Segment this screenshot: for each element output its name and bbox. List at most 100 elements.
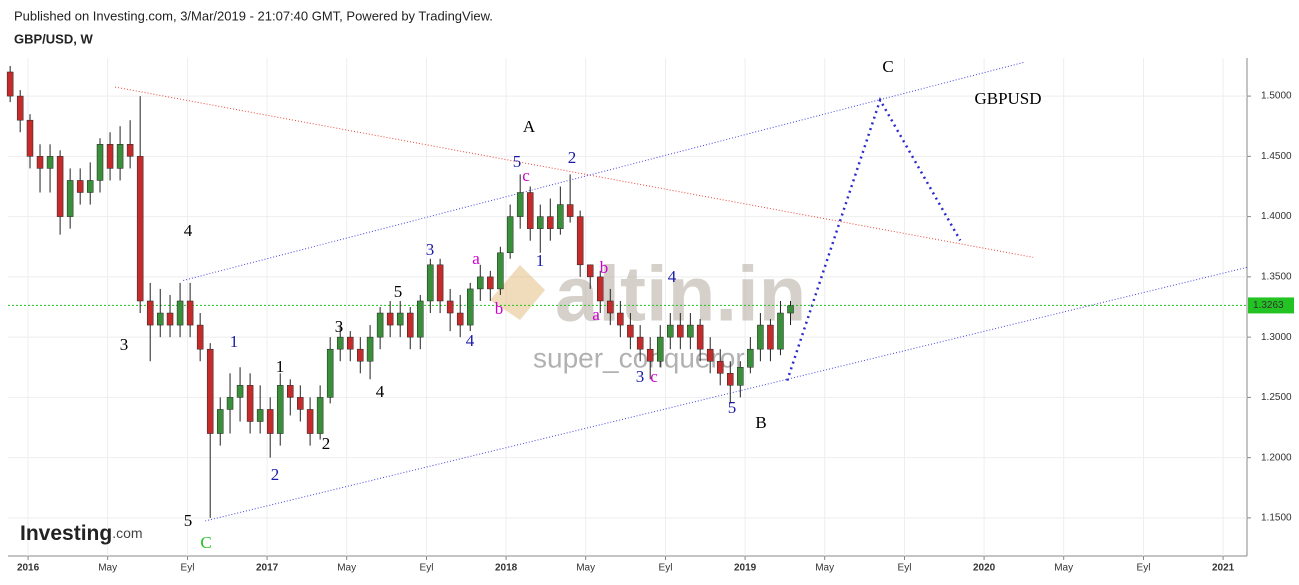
candle-body — [136, 156, 144, 302]
wave-label: 3 — [335, 317, 344, 336]
wave-label: GBPUSD — [974, 89, 1041, 108]
candle-body — [16, 95, 24, 121]
candle-body — [427, 264, 434, 302]
y-tick-label: 1.2500 — [1261, 392, 1292, 403]
candle-body — [6, 71, 14, 97]
candle-body — [656, 336, 664, 362]
candle-body — [516, 192, 524, 217]
last-price-box — [1248, 297, 1294, 314]
candle-body — [166, 312, 174, 326]
candle-body — [206, 348, 214, 434]
candle-body — [757, 324, 764, 350]
y-tick-label: 1.3000 — [1261, 332, 1292, 343]
candle-body — [537, 216, 544, 229]
candle-body — [366, 336, 374, 362]
candle-body — [787, 305, 794, 314]
trend-line — [114, 86, 1034, 258]
candle-body — [176, 300, 184, 326]
x-tick-label: Eyl — [181, 563, 195, 574]
candle-body — [777, 312, 784, 350]
wave-label: 5 — [394, 282, 403, 301]
candle-body — [636, 336, 644, 350]
candle-body — [36, 156, 44, 169]
candle-body — [497, 252, 504, 290]
candle-body — [236, 385, 244, 398]
trend-line — [183, 61, 1026, 281]
candle-body — [696, 324, 704, 350]
candle-body — [586, 264, 594, 278]
x-tick-label: Eyl — [659, 563, 673, 574]
x-tick-label: 2018 — [495, 563, 518, 574]
wave-label: b — [600, 258, 609, 277]
candle-body — [106, 144, 114, 169]
candle-body — [687, 324, 694, 338]
candle-body — [456, 312, 464, 326]
candle-body — [347, 336, 354, 350]
candle-body — [256, 409, 264, 422]
candle-body — [617, 312, 624, 326]
wave-label: 4 — [376, 382, 385, 401]
wave-label: B — [755, 413, 766, 432]
x-tick-label: May — [337, 563, 356, 574]
y-tick-label: 1.1500 — [1261, 513, 1292, 524]
x-tick-label: May — [815, 563, 834, 574]
wave-label: 2 — [271, 465, 280, 484]
candle-body — [126, 144, 134, 157]
candle-body — [466, 288, 474, 326]
wave-label: 4 — [184, 221, 193, 240]
candle-body — [576, 216, 584, 266]
wave-label: 5 — [513, 152, 522, 171]
candle-body — [547, 216, 554, 229]
wave-label: b — [495, 299, 504, 318]
wave-label: 3 — [426, 240, 435, 259]
candle-body — [357, 348, 364, 362]
wave-label: 5 — [184, 511, 193, 530]
x-tick-label: May — [98, 563, 117, 574]
wave-label: 4 — [668, 267, 677, 286]
candle-body — [767, 324, 774, 350]
candle-body — [96, 144, 104, 181]
wave-label: 2 — [568, 148, 577, 167]
candle-body — [406, 312, 414, 338]
candle-body — [597, 276, 604, 302]
x-tick-label: May — [1054, 563, 1073, 574]
x-tick-label: Eyl — [1137, 563, 1151, 574]
wave-label: 3 — [636, 367, 645, 386]
candle-body — [747, 348, 754, 368]
wave-label: 1 — [276, 357, 285, 376]
candle-body — [56, 156, 64, 217]
x-tick-label: May — [576, 563, 595, 574]
candle-body — [677, 324, 684, 338]
candle-body — [506, 216, 514, 254]
watermark: altin.in super_conqueror — [490, 250, 806, 373]
logo-suffix: .com — [112, 525, 142, 541]
candle-body — [526, 192, 534, 229]
x-tick-label: 2017 — [256, 563, 279, 574]
logo-main: Investing — [20, 522, 112, 545]
y-tick-label: 1.5000 — [1261, 91, 1292, 102]
wave-label: 1 — [230, 332, 239, 351]
candle-body — [216, 409, 224, 434]
candle-body — [116, 144, 124, 169]
candle-body — [246, 385, 254, 422]
candle-body — [86, 180, 94, 193]
wave-label: C — [882, 57, 893, 76]
candle-body — [487, 276, 494, 290]
candle-body — [477, 276, 484, 290]
candle-body — [607, 300, 614, 314]
candle-body — [46, 156, 54, 169]
candle-body — [266, 409, 274, 434]
candle-body — [196, 324, 204, 350]
y-tick-label: 1.4000 — [1261, 211, 1292, 222]
candle-body — [306, 409, 314, 434]
wave-label: C — [200, 533, 211, 552]
candle-body — [287, 385, 294, 398]
wave-label: 3 — [120, 335, 129, 354]
x-tick-label: 2020 — [973, 563, 996, 574]
candle-body — [186, 300, 194, 326]
publish-note: Published on Investing.com, 3/Mar/2019 -… — [14, 8, 493, 23]
candle-body — [156, 312, 164, 326]
wave-label: 5 — [728, 398, 737, 417]
candle-body — [26, 119, 34, 157]
